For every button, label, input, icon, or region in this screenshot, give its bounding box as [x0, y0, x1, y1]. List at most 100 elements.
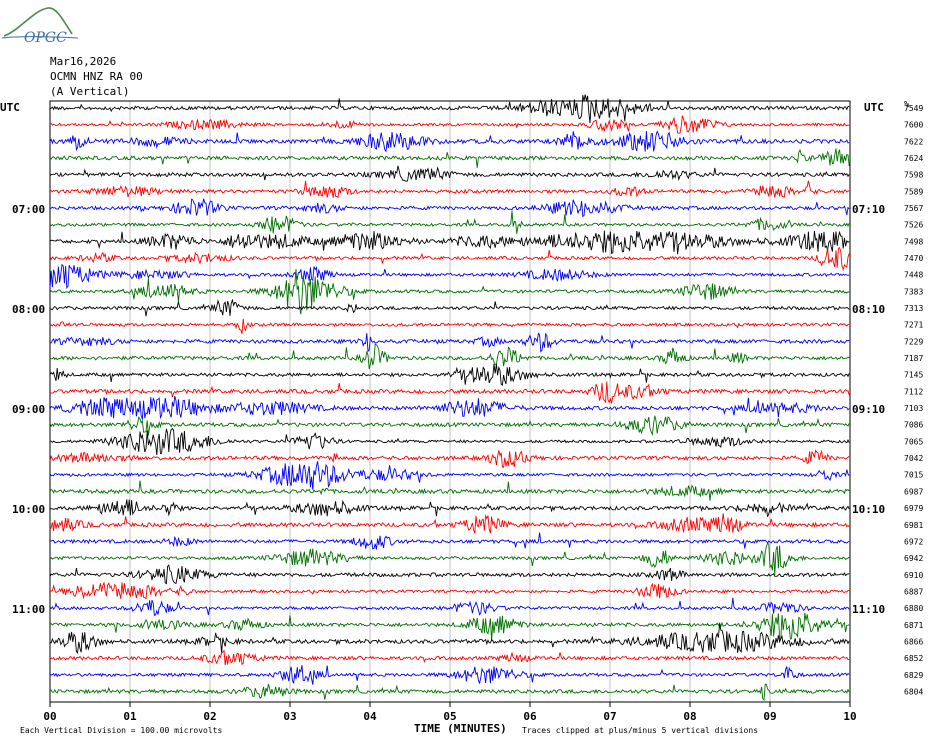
- row-value-label: 7112: [904, 387, 923, 396]
- trace-line: [49, 564, 850, 585]
- row-value-label: 6981: [904, 521, 923, 530]
- trace-line: [49, 381, 850, 404]
- row-value-label: 7187: [904, 354, 923, 363]
- row-value-label: 6829: [904, 671, 923, 680]
- trace-line: [49, 363, 850, 387]
- row-value-label: 7498: [904, 237, 923, 246]
- row-value-label: 7589: [904, 187, 923, 196]
- header-date: Mar16,2026: [50, 55, 117, 68]
- x-tick-label: 03: [283, 710, 296, 723]
- trace-line: [49, 542, 850, 575]
- trace-line: [49, 513, 850, 534]
- footer-clip-note: Traces clipped at plus/minus 5 vertical …: [522, 726, 759, 735]
- row-value-label: 7313: [904, 304, 923, 313]
- row-value-label: 7271: [904, 321, 923, 330]
- right-time-label: 10:10: [852, 503, 885, 516]
- logo-text: OPGC: [24, 30, 67, 46]
- row-value-label: 7526: [904, 221, 923, 230]
- trace-line: [49, 612, 850, 642]
- trace-line: [49, 581, 850, 600]
- trace-line: [49, 649, 850, 666]
- right-time-label: 09:10: [852, 403, 885, 416]
- trace-line: [49, 461, 850, 490]
- footer-scale-note: Each Vertical Division = 100.00 microvol…: [20, 726, 223, 735]
- row-value-label: 7383: [904, 287, 923, 296]
- trace-line: [49, 230, 850, 255]
- row-value-label: 6887: [904, 587, 923, 596]
- row-value-label: 6871: [904, 621, 923, 630]
- x-tick-label: 02: [203, 710, 216, 723]
- trace-line: [49, 115, 850, 134]
- x-tick-label: 00: [43, 710, 56, 723]
- x-tick-label: 01: [123, 710, 137, 723]
- trace-line: [49, 94, 850, 124]
- right-time-label: 08:10: [852, 303, 885, 316]
- trace-line: [49, 148, 850, 168]
- row-value-label: 6979: [904, 504, 923, 513]
- row-value-label: 7470: [904, 254, 923, 263]
- row-value-label: 6987: [904, 487, 923, 496]
- trace-line: [49, 395, 850, 421]
- x-tick-label: 06: [523, 710, 537, 723]
- left-time-label: 08:00: [12, 303, 45, 316]
- x-tick-label: 04: [363, 710, 377, 723]
- trace-line: [49, 623, 850, 654]
- row-value-label: 7103: [904, 404, 923, 413]
- row-value-label: 7042: [904, 454, 923, 463]
- right-column-label: %: [904, 100, 910, 110]
- x-tick-label: 08: [683, 710, 696, 723]
- row-value-label: 6942: [904, 554, 923, 563]
- trace-line: [49, 332, 850, 353]
- right-axis-label: UTC: [864, 101, 884, 114]
- row-value-label: 7229: [904, 337, 923, 346]
- trace-line: [49, 130, 850, 153]
- x-tick-label: 09: [763, 710, 776, 723]
- row-value-label: 7624: [904, 154, 923, 163]
- row-value-label: 7086: [904, 421, 923, 430]
- row-value-label: 7567: [904, 204, 923, 213]
- row-value-label: 6804: [904, 687, 923, 696]
- trace-line: [49, 269, 850, 315]
- row-value-label: 7065: [904, 437, 923, 446]
- trace-line: [49, 180, 850, 199]
- trace-line: [49, 449, 850, 468]
- trace-line: [49, 165, 850, 182]
- trace-line: [49, 499, 850, 517]
- trace-line: [49, 427, 850, 456]
- trace-line: [49, 210, 850, 234]
- left-time-label: 07:00: [12, 203, 45, 216]
- opgc-logo: OPGC: [1, 7, 79, 46]
- trace-line: [49, 415, 850, 436]
- x-tick-label: 10: [843, 710, 856, 723]
- header-orientation: (A Vertical): [50, 85, 130, 98]
- trace-line: [49, 298, 850, 317]
- row-value-label: 7622: [904, 137, 923, 146]
- trace-line: [49, 247, 850, 272]
- trace-line: [50, 532, 850, 550]
- trace-line: [49, 198, 850, 218]
- right-time-label: 11:10: [852, 603, 885, 616]
- row-value-label: 7549: [904, 104, 923, 113]
- trace-line: [49, 683, 850, 701]
- trace-line: [49, 263, 850, 290]
- row-value-label: 7145: [904, 371, 923, 380]
- row-value-label: 6910: [904, 571, 923, 580]
- trace-line: [49, 318, 850, 335]
- right-time-label: 07:10: [852, 203, 885, 216]
- x-tick-label: 07: [603, 710, 616, 723]
- trace-line: [49, 597, 850, 617]
- row-value-label: 6852: [904, 654, 923, 663]
- row-value-label: 6972: [904, 537, 923, 546]
- header-station: OCMN HNZ RA 00: [50, 70, 143, 83]
- row-value-label: 7448: [904, 271, 923, 280]
- left-axis-label: UTC: [0, 101, 20, 114]
- row-value-label: 7598: [904, 171, 923, 180]
- x-tick-label: 05: [443, 710, 456, 723]
- row-value-label: 6880: [904, 604, 923, 613]
- row-value-label: 7600: [904, 121, 923, 130]
- trace-line: [49, 480, 850, 501]
- x-axis-title: TIME (MINUTES): [414, 722, 507, 735]
- trace-line: [49, 343, 850, 370]
